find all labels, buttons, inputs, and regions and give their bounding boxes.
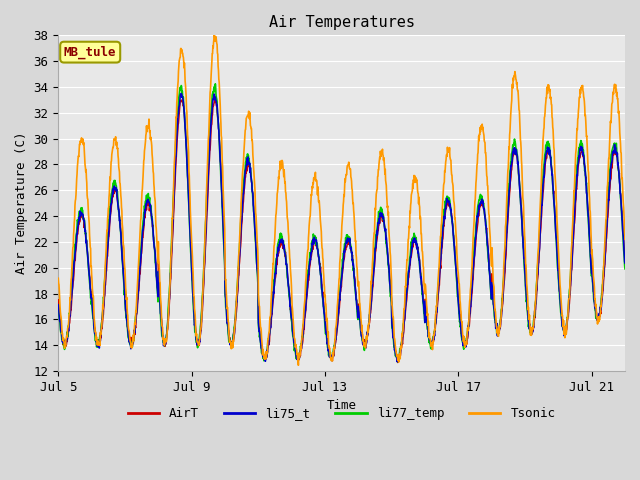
X-axis label: Time: Time [326, 399, 356, 412]
Legend: AirT, li75_t, li77_temp, Tsonic: AirT, li75_t, li77_temp, Tsonic [123, 402, 561, 425]
Y-axis label: Air Temperature (C): Air Temperature (C) [15, 132, 28, 275]
Title: Air Temperatures: Air Temperatures [269, 15, 415, 30]
Text: MB_tule: MB_tule [64, 46, 116, 59]
